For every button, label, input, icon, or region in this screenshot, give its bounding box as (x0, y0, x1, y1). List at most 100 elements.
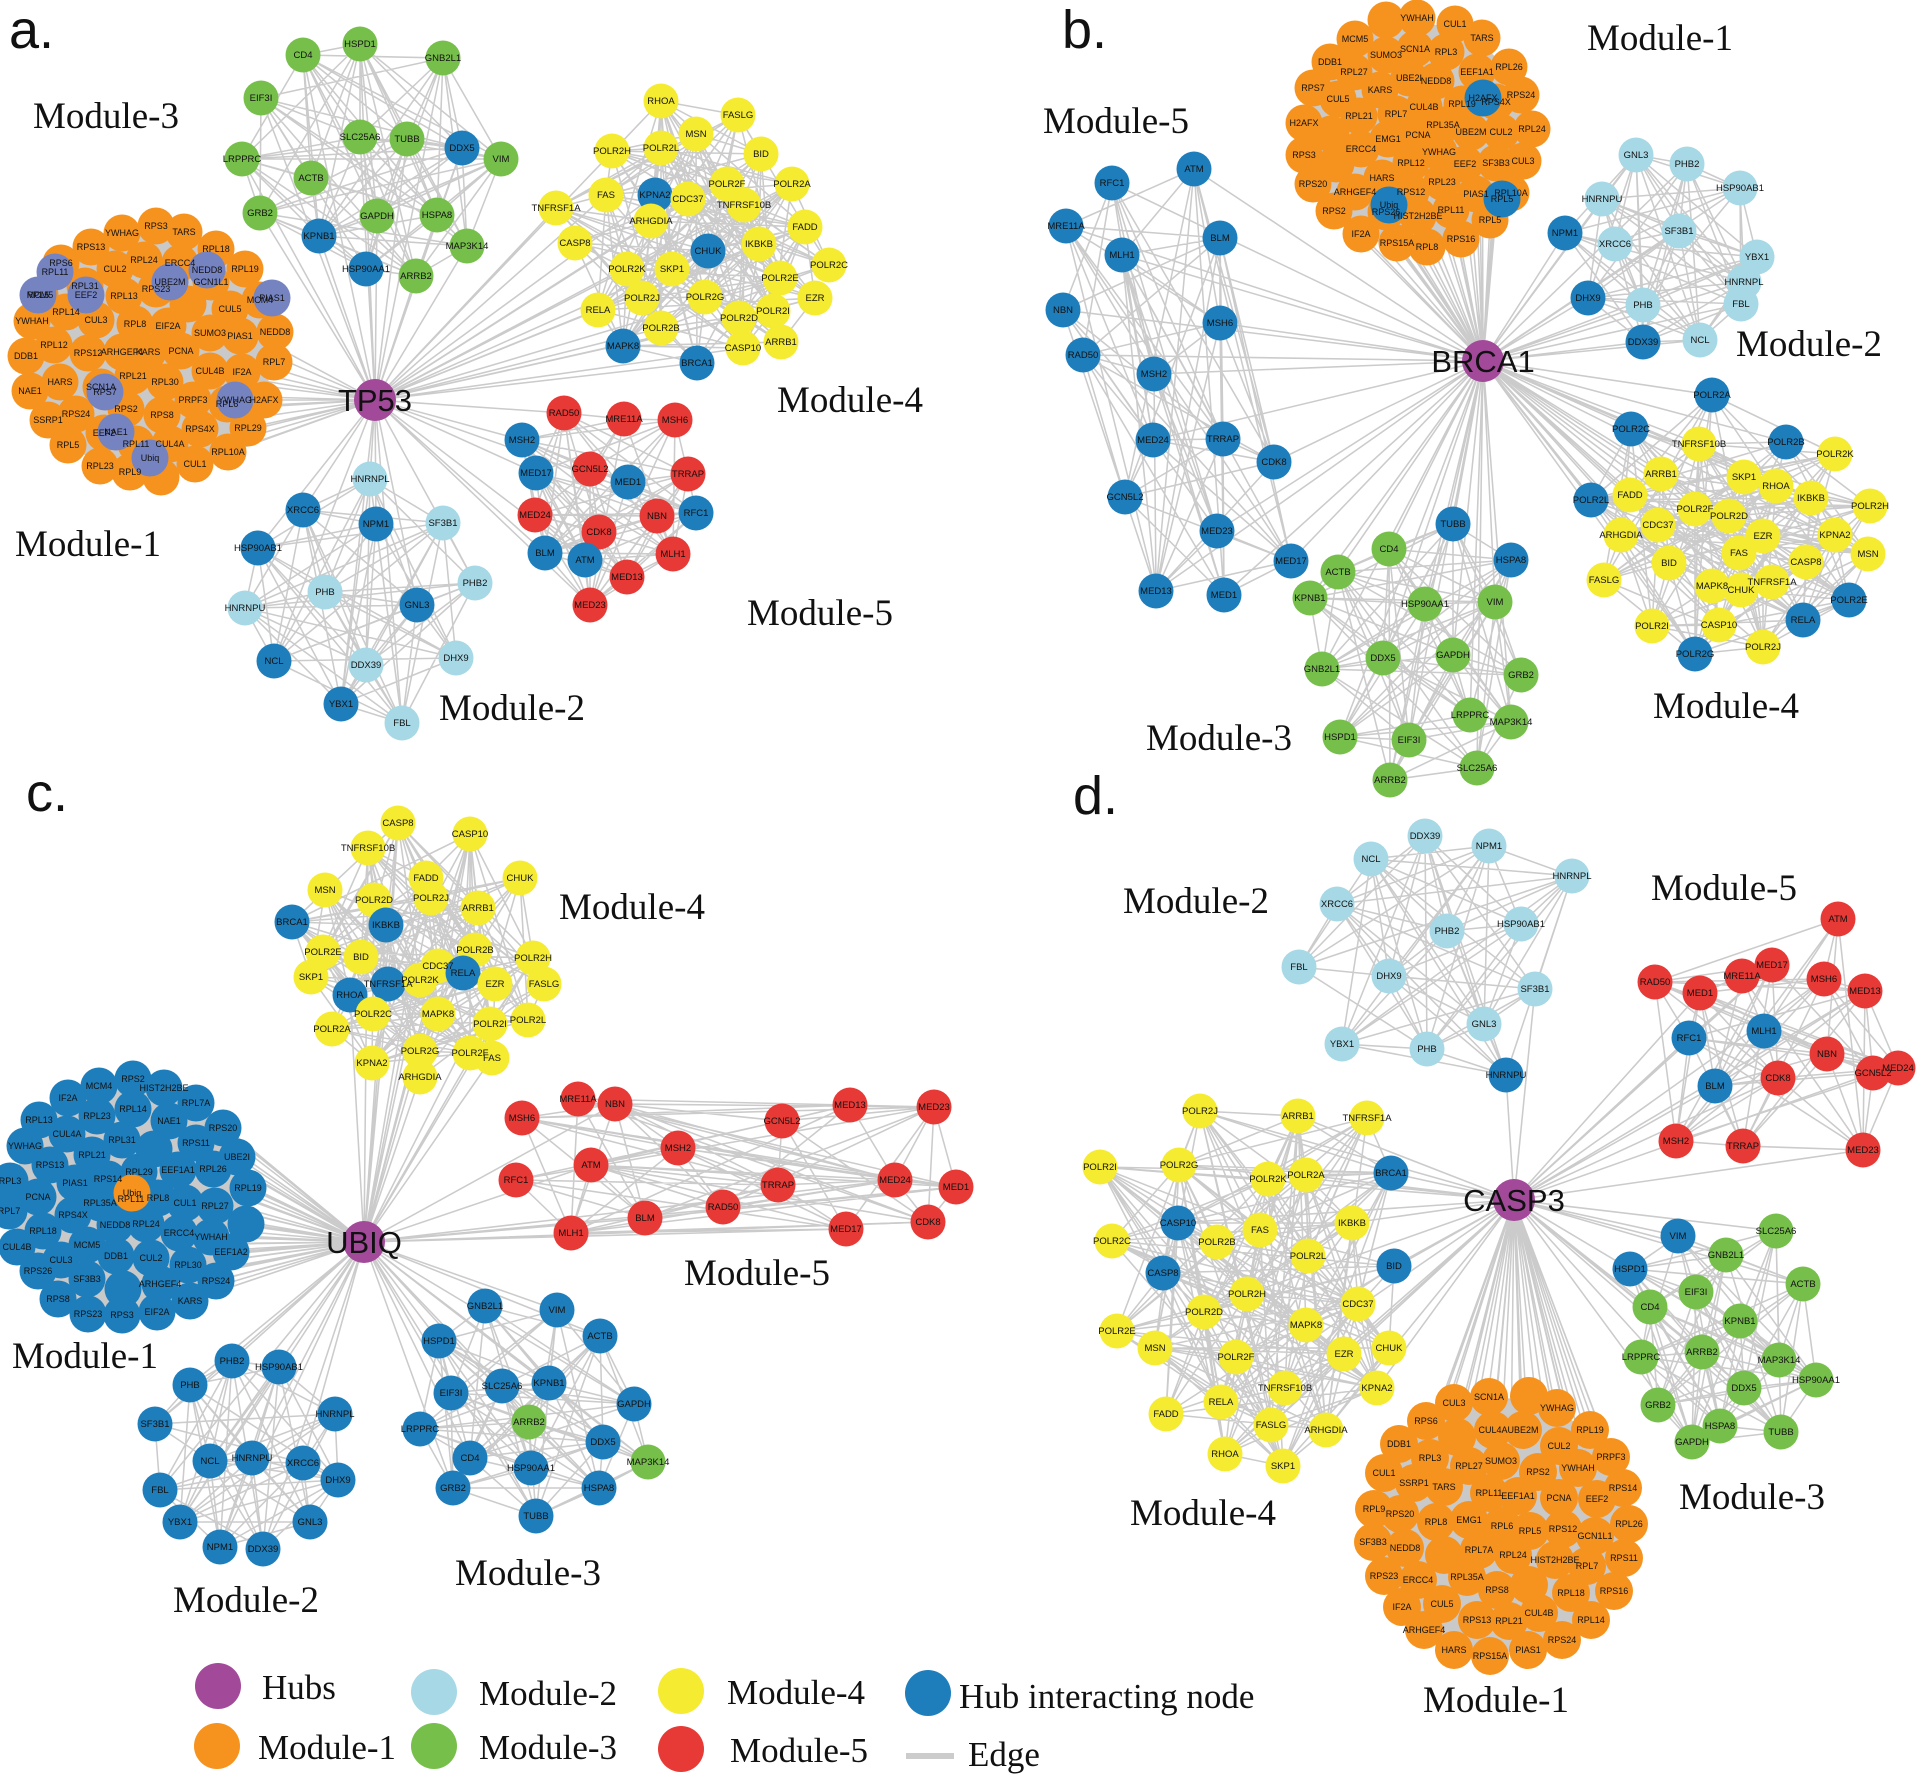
svg-text:SUMO3: SUMO3 (194, 328, 226, 338)
svg-text:RPL3: RPL3 (1419, 1453, 1442, 1463)
svg-text:CDC37: CDC37 (672, 194, 703, 205)
svg-text:CUL1: CUL1 (1372, 1468, 1395, 1478)
svg-text:GCN1L1: GCN1L1 (193, 277, 228, 287)
svg-text:GAPDH: GAPDH (360, 211, 394, 222)
svg-text:KPNB1: KPNB1 (1724, 1316, 1755, 1327)
svg-text:CDK8: CDK8 (586, 527, 611, 538)
svg-text:NCL: NCL (1361, 854, 1380, 865)
svg-text:ARHGDIA: ARHGDIA (629, 216, 673, 227)
svg-text:GNL3: GNL3 (298, 1517, 323, 1528)
svg-text:RPS2: RPS2 (1526, 1467, 1550, 1477)
svg-text:EEF2: EEF2 (75, 290, 98, 300)
svg-text:CUL4B: CUL4B (1524, 1608, 1553, 1618)
svg-text:HNRNPL: HNRNPL (315, 1409, 354, 1420)
svg-text:PHB: PHB (1633, 300, 1653, 311)
svg-text:IKBKB: IKBKB (372, 920, 400, 931)
svg-text:RPS3: RPS3 (110, 1310, 134, 1320)
svg-text:RPS24: RPS24 (1548, 1635, 1577, 1645)
svg-text:POLR2E: POLR2E (304, 947, 342, 958)
svg-text:HSP90AA1: HSP90AA1 (1401, 599, 1449, 610)
svg-text:Edge: Edge (968, 1735, 1040, 1774)
svg-text:Ubiq: Ubiq (123, 1188, 142, 1198)
svg-text:RPL6: RPL6 (1491, 1521, 1514, 1531)
svg-text:MAPK8: MAPK8 (422, 1009, 454, 1020)
svg-text:CUL2: CUL2 (1547, 1441, 1570, 1451)
svg-text:RPL5: RPL5 (1491, 194, 1514, 204)
svg-text:TARS: TARS (1432, 1482, 1455, 1492)
svg-text:HSPA8: HSPA8 (1705, 1421, 1735, 1432)
svg-text:CD4: CD4 (1379, 544, 1398, 555)
svg-text:MAP3K14: MAP3K14 (627, 1457, 670, 1468)
svg-text:CUL5: CUL5 (218, 304, 241, 314)
svg-text:YWHAH: YWHAH (194, 1232, 228, 1242)
svg-text:TRRAP: TRRAP (672, 469, 704, 480)
svg-text:MCM5: MCM5 (27, 290, 54, 300)
svg-text:POLR2A: POLR2A (1693, 390, 1731, 401)
svg-text:NEDD8: NEDD8 (192, 265, 223, 275)
svg-text:RELA: RELA (451, 968, 476, 979)
svg-text:HNRNPU: HNRNPU (1582, 194, 1623, 205)
svg-text:HSPA8: HSPA8 (584, 1483, 614, 1494)
svg-text:DDX5: DDX5 (1731, 1383, 1756, 1394)
svg-text:RPS6: RPS6 (49, 258, 73, 268)
svg-text:DDB1: DDB1 (1318, 57, 1342, 67)
svg-text:DDX5: DDX5 (1370, 653, 1395, 664)
svg-text:RPS6: RPS6 (1414, 1416, 1438, 1426)
svg-text:KPNB1: KPNB1 (533, 1378, 564, 1389)
svg-text:RPS12: RPS12 (1397, 187, 1426, 197)
svg-text:ARHGEF4: ARHGEF4 (1403, 1625, 1446, 1635)
svg-text:SF3B1: SF3B1 (1664, 226, 1693, 237)
svg-text:RPL13: RPL13 (110, 291, 138, 301)
svg-text:Module-4: Module-4 (1130, 1493, 1276, 1534)
svg-text:UBE2M: UBE2M (1507, 1425, 1538, 1435)
svg-text:RPS23: RPS23 (142, 284, 171, 294)
svg-text:CASP10: CASP10 (725, 343, 761, 354)
svg-text:RELA: RELA (1791, 615, 1816, 626)
svg-text:GNL3: GNL3 (1624, 150, 1649, 161)
svg-text:PCNA: PCNA (1405, 130, 1430, 140)
svg-text:ATM: ATM (1828, 914, 1847, 925)
svg-text:BRCA1: BRCA1 (1431, 344, 1534, 379)
svg-text:POLR2E: POLR2E (761, 273, 799, 284)
svg-text:POLR2D: POLR2D (720, 313, 758, 324)
svg-text:EMG1: EMG1 (1456, 1515, 1482, 1525)
svg-text:MED13: MED13 (834, 1100, 866, 1111)
svg-text:Module-4: Module-4 (727, 1673, 865, 1712)
svg-text:SCN1A: SCN1A (86, 382, 116, 392)
svg-text:RPL11: RPL11 (118, 1194, 145, 1204)
svg-text:RPL8: RPL8 (1425, 1517, 1448, 1527)
svg-text:ERCC4: ERCC4 (1346, 144, 1377, 154)
svg-text:MLH1: MLH1 (558, 1228, 583, 1239)
svg-text:MSH2: MSH2 (1663, 1136, 1689, 1147)
svg-text:MLH1: MLH1 (660, 549, 685, 560)
svg-text:BRCA1: BRCA1 (276, 917, 308, 928)
svg-text:CASP10: CASP10 (1160, 1218, 1196, 1229)
svg-text:POLR2F: POLR2F (1218, 1352, 1255, 1363)
svg-text:SSRP1: SSRP1 (1399, 1478, 1429, 1488)
svg-text:RPS13: RPS13 (77, 242, 106, 252)
svg-text:ARRB1: ARRB1 (1645, 469, 1677, 480)
svg-text:DDX39: DDX39 (351, 660, 382, 671)
svg-text:HNRNPU: HNRNPU (1486, 1070, 1527, 1081)
svg-text:FADD: FADD (1153, 1409, 1178, 1420)
svg-text:GRB2: GRB2 (247, 208, 273, 219)
svg-text:TNFRSF10B: TNFRSF10B (1672, 439, 1726, 450)
svg-text:NCL: NCL (200, 1456, 219, 1467)
svg-text:POLR2D: POLR2D (355, 895, 393, 906)
svg-text:GNB2L1: GNB2L1 (425, 53, 461, 64)
svg-text:KARS: KARS (136, 347, 161, 357)
svg-text:RPL27: RPL27 (1340, 67, 1368, 77)
svg-text:MSH6: MSH6 (1207, 318, 1233, 329)
svg-text:RFC1: RFC1 (684, 508, 709, 519)
svg-text:FASLG: FASLG (1589, 575, 1620, 586)
svg-text:MAP3K14: MAP3K14 (1490, 717, 1533, 728)
svg-text:PCNA: PCNA (168, 346, 193, 356)
svg-text:CASP10: CASP10 (452, 829, 488, 840)
svg-text:HSP90AA1: HSP90AA1 (507, 1463, 555, 1474)
svg-text:VIM: VIM (1670, 1231, 1687, 1242)
svg-text:POLR2L: POLR2L (510, 1015, 546, 1026)
svg-text:Module-2: Module-2 (173, 1580, 319, 1621)
svg-text:RPL14: RPL14 (52, 307, 80, 317)
svg-text:MED17: MED17 (1756, 960, 1788, 971)
svg-text:GRB2: GRB2 (1645, 1400, 1671, 1411)
